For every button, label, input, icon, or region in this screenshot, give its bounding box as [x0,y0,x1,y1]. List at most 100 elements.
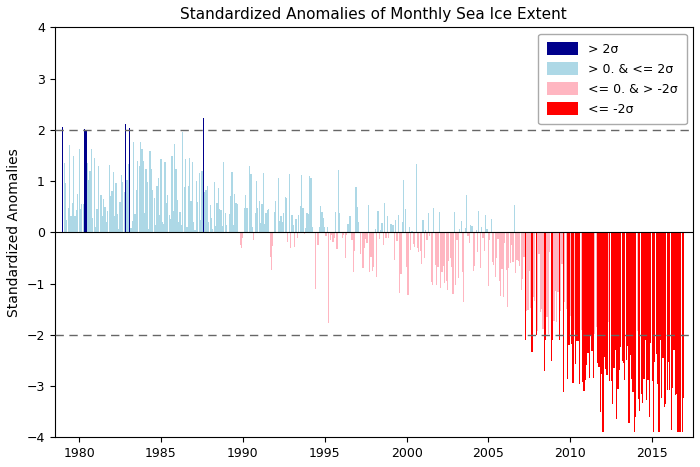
Bar [640,232,642,394]
Bar [84,129,85,232]
Bar [609,232,610,381]
Bar [606,232,608,375]
Bar [409,227,410,232]
Bar [481,226,482,232]
Bar [66,220,67,232]
Bar [545,232,546,340]
Bar [166,203,167,232]
Bar [679,232,680,432]
Bar [676,232,678,394]
Bar [544,232,545,371]
Bar [294,232,295,247]
Bar [632,232,634,392]
Bar [586,232,587,365]
Bar [327,227,328,232]
Bar [334,232,335,239]
Bar [235,203,237,232]
Bar [87,163,88,232]
Bar [272,232,274,246]
Bar [76,211,77,232]
Bar [104,207,106,232]
Bar [515,232,517,273]
Bar [643,232,645,379]
Bar [181,226,182,232]
Bar [580,232,582,331]
Bar [463,232,465,302]
Bar [258,201,260,232]
Bar [122,182,123,232]
Bar [399,232,400,293]
Bar [78,149,80,232]
Bar [222,226,223,232]
Bar [178,222,179,232]
Bar [103,198,104,232]
Bar [133,142,134,232]
Bar [638,232,639,399]
Bar [566,232,567,309]
Bar [631,232,632,379]
Bar [223,162,225,232]
Bar [426,232,428,240]
Bar [518,232,519,261]
Bar [668,232,669,362]
Bar [630,232,631,355]
Bar [94,158,95,232]
Bar [658,232,659,432]
Bar [279,221,280,232]
Bar [308,214,309,232]
Bar [498,232,500,281]
Bar [152,190,153,232]
Bar [387,216,388,232]
Bar [382,223,383,232]
Bar [284,197,286,232]
Bar [309,176,310,232]
Bar [232,225,234,232]
Bar [395,220,396,232]
Bar [537,232,538,331]
Bar [406,232,407,267]
Title: Standardized Anomalies of Monthly Sea Ice Extent: Standardized Anomalies of Monthly Sea Ic… [181,7,567,22]
Bar [124,191,125,232]
Bar [495,232,496,277]
Bar [121,175,122,232]
Bar [342,232,343,238]
Bar [270,232,271,257]
Bar [634,232,635,432]
Bar [379,232,380,239]
Bar [605,232,606,369]
Bar [158,178,159,232]
Bar [402,222,403,232]
Bar [534,232,536,301]
Bar [317,232,318,245]
Bar [559,232,560,340]
Bar [297,232,298,238]
Bar [136,191,137,232]
Bar [339,213,340,232]
Bar [485,214,486,232]
Bar [425,230,426,232]
Bar [155,225,156,232]
Bar [613,232,615,368]
Bar [267,210,268,232]
Bar [649,232,650,417]
Bar [88,180,90,232]
Bar [347,225,349,232]
Bar [275,201,276,232]
Bar [390,224,391,232]
Bar [293,225,294,232]
Bar [659,232,661,340]
Bar [242,232,244,238]
Bar [188,186,189,232]
Bar [288,174,290,232]
Bar [256,181,257,232]
Bar [365,232,366,239]
Bar [290,232,291,248]
Bar [366,232,368,242]
Bar [454,212,455,232]
Bar [504,232,505,243]
Bar [465,228,466,232]
Bar [553,232,554,320]
Bar [568,232,570,345]
Bar [503,232,504,297]
Bar [461,221,462,232]
